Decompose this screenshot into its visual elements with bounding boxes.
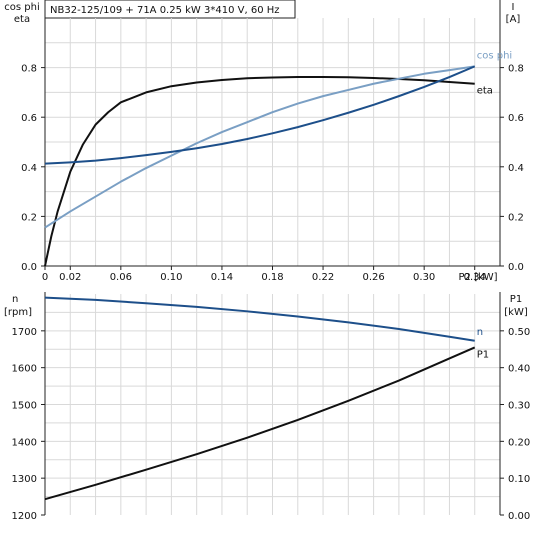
series-line-p1: [44, 346, 476, 501]
top-y-tick-label-right: 0.0: [508, 262, 524, 273]
bottom-y-tick-label-right: 0.10: [508, 474, 530, 485]
bottom-y-tick-label-left: 1600: [12, 364, 37, 375]
chart-title: NB32-125/109 + 71A 0.25 kW 3*410 V, 60 H…: [50, 5, 280, 16]
series-label-n: n: [477, 327, 483, 338]
bottom-right-axis-label-1: P1: [510, 294, 522, 305]
top-x-tick-label: 0.18: [261, 272, 283, 283]
top-y-tick-label-right: 0.2: [508, 212, 524, 223]
series-line-eta: [44, 76, 475, 267]
top-right-axis-label-1: I: [512, 2, 515, 13]
top-x-tick-label: 0.14: [211, 272, 233, 283]
top-y-tick-label-left: 0.2: [21, 212, 37, 223]
series-line-speed: [44, 296, 475, 342]
top-y-tick-label-left: 0.8: [21, 64, 37, 75]
bottom-y-tick-label-left: 1500: [12, 401, 37, 412]
top-x-axis-label: P2 [kW]: [458, 272, 497, 283]
series-label-eta: eta: [477, 86, 493, 97]
bottom-y-tick-label-left: 1300: [12, 474, 37, 485]
top-x-tick-label: 0.10: [160, 272, 182, 283]
bottom-y-tick-label-right: 0.00: [508, 511, 530, 522]
bottom-right-axis-label-2: [kW]: [504, 307, 528, 318]
top-right-axis-label-2: [A]: [506, 14, 521, 25]
top-y-tick-label-left: 0.0: [21, 262, 37, 273]
top-x-tick-label: 0.26: [362, 272, 384, 283]
top-y-tick-label-right: 0.6: [508, 113, 524, 124]
bottom-y-tick-label-left: 1200: [12, 511, 37, 522]
top-x-tick-label: 0.34: [464, 272, 486, 283]
bottom-left-axis-label-1: n: [12, 294, 18, 305]
bottom-y-tick-label-right: 0.20: [508, 437, 530, 448]
series-label-cosphi: cos phi: [477, 50, 512, 61]
top-y-tick-label-left: 0.4: [21, 163, 37, 174]
top-x-tick-label: 0.06: [110, 272, 132, 283]
bottom-y-tick-label-left: 1700: [12, 327, 37, 338]
top-x-tick-label: 0.02: [59, 272, 81, 283]
bottom-y-tick-label-right: 0.40: [508, 364, 530, 375]
bottom-y-tick-label-right: 0.50: [508, 327, 530, 338]
series-label-p1: P1: [477, 349, 489, 360]
series-line-cosphi: [44, 65, 475, 229]
bottom-y-tick-label-left: 1400: [12, 437, 37, 448]
series-line-current: [44, 65, 476, 165]
top-y-tick-label-right: 0.8: [508, 64, 524, 75]
top-y-tick-label-left: 0.6: [21, 113, 37, 124]
top-left-axis-label-2: eta: [14, 14, 30, 25]
bottom-left-axis-label-2: [rpm]: [4, 307, 32, 318]
top-left-axis-label-1: cos phi: [4, 2, 39, 13]
top-y-tick-label-right: 0.4: [508, 163, 524, 174]
bottom-y-tick-label-right: 0.30: [508, 401, 530, 412]
top-x-tick-label: 0.30: [413, 272, 435, 283]
top-x-tick-label: 0: [42, 272, 48, 283]
top-x-tick-label: 0.22: [312, 272, 334, 283]
